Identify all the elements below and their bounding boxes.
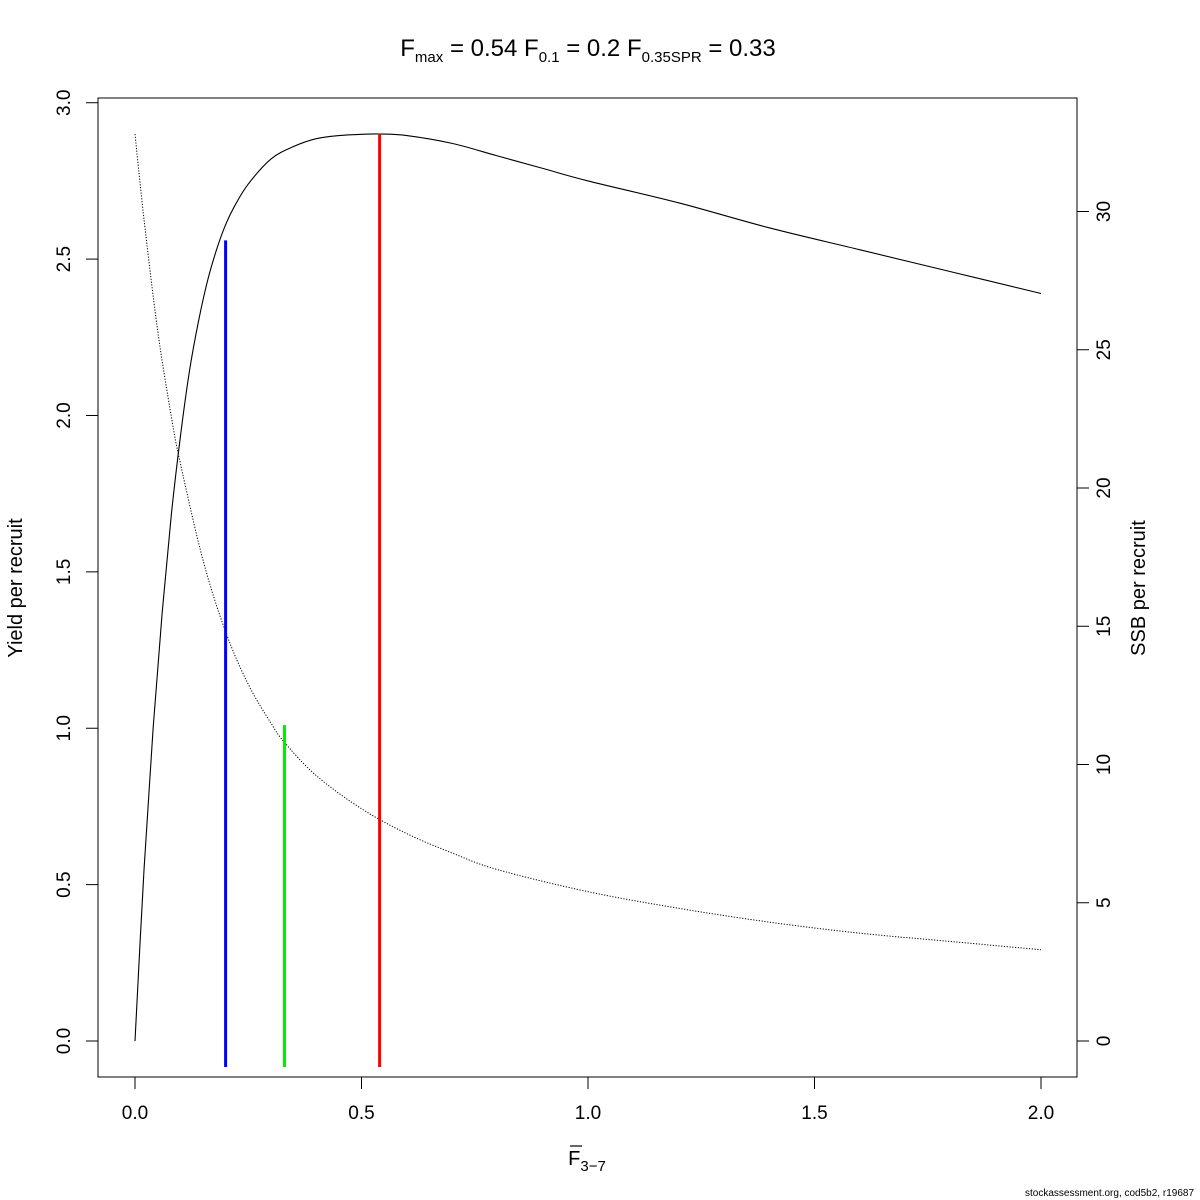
x-axis: 0.0 0.5 1.0 1.5 2.0 (122, 1076, 1054, 1124)
y-axis-title: Yield per recruit (5, 518, 27, 658)
y-tick-label: 2.0 (54, 402, 75, 428)
chart-title: Fmax = 0.54 F0.1 = 0.2 F0.35SPR = 0.33 (400, 35, 776, 66)
y2-tick-label: 25 (1094, 339, 1115, 360)
x-tick-label: 1.0 (575, 1103, 601, 1124)
title-fspr-eq: = (708, 35, 722, 62)
x-axis-title-main: F (568, 1148, 580, 1170)
reference-lines (224, 134, 382, 1067)
x-axis-title-sub: 3−7 (580, 1158, 605, 1175)
yield-per-recruit-line (134, 133, 1042, 1042)
y-axis-right: 0 5 10 15 20 25 30 (1076, 201, 1115, 1047)
title-fmax-sub: max (415, 49, 444, 66)
plot-frame (97, 97, 1078, 1078)
y2-tick-label: 30 (1094, 201, 1115, 222)
y2-tick-label: 5 (1094, 897, 1115, 908)
y-tick-label: 2.5 (54, 246, 75, 272)
ssb-per-recruit-line (134, 134, 1042, 951)
x-tick-label: 0.0 (122, 1103, 148, 1124)
y-tick-label: 1.0 (54, 715, 75, 741)
title-fspr-label: F (627, 35, 642, 62)
title-fmax-eq: = (450, 35, 464, 62)
x-tick-label: 0.5 (348, 1103, 374, 1124)
title-fspr-sub: 0.35SPR (642, 49, 702, 66)
x-axis-title: F3−7 (568, 1148, 606, 1175)
y-tick-label: 3.0 (54, 90, 75, 116)
title-f01-value: 0.2 (587, 35, 620, 62)
y-axis-left: 0.0 0.5 1.0 1.5 2.0 2.5 3.0 (54, 90, 99, 1054)
y-tick-label: 0.0 (54, 1028, 75, 1054)
credit-text: stockassessment.org, cod5b2, r19687 (1025, 1188, 1194, 1199)
x-tick-label: 2.0 (1028, 1103, 1054, 1124)
y2-tick-label: 10 (1094, 754, 1115, 775)
title-f01-sub: 0.1 (539, 49, 560, 66)
y-tick-label: 1.5 (54, 559, 75, 585)
y2-tick-label: 20 (1094, 477, 1115, 498)
y2-tick-label: 0 (1094, 1036, 1115, 1047)
y-tick-label: 0.5 (54, 871, 75, 897)
title-fspr-value: 0.33 (729, 35, 776, 62)
series-layer (134, 133, 1042, 1042)
title-f01-label: F (524, 35, 539, 62)
title-fmax-label: F (400, 35, 415, 62)
title-fmax-value: 0.54 (471, 35, 518, 62)
x-tick-label: 1.5 (801, 1103, 827, 1124)
y2-tick-label: 15 (1094, 616, 1115, 637)
y2-axis-title: SSB per recruit (1128, 520, 1150, 656)
title-f01-eq: = (566, 35, 580, 62)
